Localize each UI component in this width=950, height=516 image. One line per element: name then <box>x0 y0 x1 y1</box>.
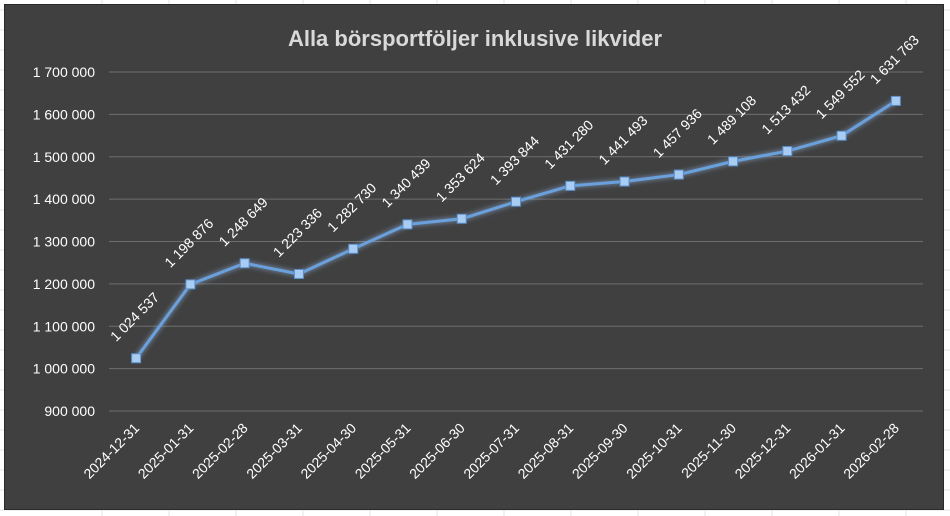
data-label: 1 549 552 <box>812 66 868 122</box>
data-label: 1 282 730 <box>324 179 380 235</box>
data-point-marker[interactable] <box>890 95 901 106</box>
data-point-marker[interactable] <box>782 146 793 157</box>
data-point-marker[interactable] <box>239 258 250 269</box>
series <box>131 95 901 364</box>
chart-title: Alla börsportföljer inklusive likvider <box>288 26 663 51</box>
data-label: 1 513 432 <box>758 82 814 138</box>
x-tick-label: 2025-11-30 <box>678 420 739 481</box>
x-tick-label: 2025-09-30 <box>569 420 631 482</box>
data-label: 1 457 936 <box>650 105 706 161</box>
y-tick-label: 1 400 000 <box>33 191 95 207</box>
x-tick-label: 2024-12-31 <box>80 420 142 482</box>
x-tick-label: 2025-03-31 <box>243 420 305 482</box>
data-point-marker[interactable] <box>185 279 196 290</box>
data-point-marker[interactable] <box>402 219 413 230</box>
line-chart: Alla börsportföljer inklusive likvider 9… <box>33 26 923 482</box>
x-axis-tick-labels: 2024-12-312025-01-312025-02-282025-03-31… <box>80 420 902 482</box>
data-point-marker[interactable] <box>456 213 467 224</box>
data-label: 1 393 844 <box>487 132 543 188</box>
data-label: 1 441 493 <box>595 112 651 168</box>
data-point-marker[interactable] <box>293 268 304 279</box>
y-tick-label: 1 300 000 <box>33 234 95 250</box>
chart-area[interactable]: Alla börsportföljer inklusive likvider 9… <box>4 4 944 510</box>
data-point-marker[interactable] <box>131 353 142 364</box>
series-line-glow <box>134 98 898 360</box>
x-tick-label: 2026-02-28 <box>840 420 902 482</box>
data-point-marker[interactable] <box>673 169 684 180</box>
x-tick-label: 2025-06-30 <box>406 420 468 482</box>
x-tick-label: 2025-04-30 <box>297 420 359 482</box>
y-tick-label: 1 100 000 <box>33 318 95 334</box>
series-line <box>134 99 897 360</box>
data-label: 1 353 624 <box>433 149 489 205</box>
x-tick-label: 2025-01-31 <box>135 420 197 482</box>
data-point-marker[interactable] <box>728 156 739 167</box>
data-label: 1 223 336 <box>270 205 326 261</box>
x-tick-label: 2025-08-31 <box>514 420 576 482</box>
y-tick-label: 900 000 <box>44 403 95 419</box>
y-tick-label: 1 000 000 <box>33 361 95 377</box>
x-tick-label: 2026-01-31 <box>786 420 848 482</box>
y-tick-label: 1 600 000 <box>33 106 95 122</box>
y-tick-label: 1 200 000 <box>33 276 95 292</box>
data-point-marker[interactable] <box>619 176 630 187</box>
data-label: 1 198 876 <box>161 215 217 271</box>
x-tick-label: 2025-05-31 <box>352 420 414 482</box>
x-tick-label: 2025-07-31 <box>460 420 522 482</box>
data-label: 1 431 280 <box>541 116 597 172</box>
data-point-marker[interactable] <box>348 243 359 254</box>
y-axis-tick-labels: 900 000 1 000 000 1 100 000 1 200 000 1 300 … <box>33 64 96 419</box>
x-tick-label: 2025-12-31 <box>731 420 793 482</box>
x-tick-label: 2025-10-31 <box>623 420 685 482</box>
data-label: 1 340 439 <box>378 155 434 211</box>
y-tick-label: 1 500 000 <box>33 149 95 165</box>
data-label: 1 489 108 <box>704 92 760 148</box>
y-tick-label: 1 700 000 <box>33 64 95 80</box>
data-point-marker[interactable] <box>565 180 576 191</box>
data-point-marker[interactable] <box>836 130 847 141</box>
data-point-marker[interactable] <box>511 196 521 207</box>
x-tick-label: 2025-02-28 <box>189 420 251 482</box>
data-label: 1 631 763 <box>867 32 923 88</box>
